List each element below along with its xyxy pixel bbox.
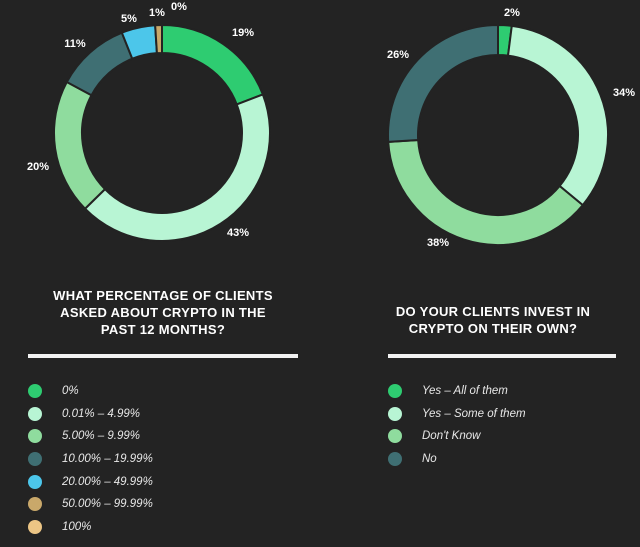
chart2-slice	[387, 23, 499, 143]
chart1-legend-item: 20.00% – 49.99%	[28, 470, 153, 493]
chart1-slice	[83, 93, 271, 242]
legend-label: 0%	[62, 385, 79, 398]
chart1-slice	[154, 23, 163, 55]
legend-label: Don't Know	[422, 430, 481, 443]
chart2-value-label: 26%	[387, 49, 409, 61]
chart1-title-line: ASKED ABOUT CRYPTO IN THE	[60, 305, 266, 320]
chart2-value-label: 2%	[504, 7, 520, 19]
legend-swatch-icon	[28, 406, 42, 421]
legend-label: 0.01% – 4.99%	[62, 407, 141, 420]
legend-swatch-icon	[388, 384, 402, 399]
legend-swatch-icon	[388, 406, 402, 421]
chart1-value-label: 1%	[149, 7, 165, 19]
legend-swatch-icon	[28, 429, 42, 444]
chart1-divider	[28, 354, 298, 358]
chart2-value-label: 38%	[427, 237, 449, 249]
legend-swatch-icon	[28, 384, 42, 399]
chart2-title: DO YOUR CLIENTS INVEST IN CRYPTO ON THEI…	[368, 303, 618, 337]
legend-label: No	[422, 453, 437, 466]
chart1-value-label: 11%	[64, 38, 86, 50]
chart2-legend-item: No	[388, 448, 526, 471]
chart2-legend: Yes – All of them Yes – Some of them Don't…	[388, 380, 526, 470]
legend-label: Yes – Some of them	[422, 407, 526, 420]
legend-label: 100%	[62, 520, 92, 533]
chart1-value-label: 43%	[227, 227, 249, 239]
legend-swatch-icon	[28, 519, 42, 534]
chart1-title-line: WHAT PERCENTAGE OF CLIENTS	[53, 288, 273, 303]
chart1-legend: 0% 0.01% – 4.99% 5.00% – 9.99% 10.00% – 19.…	[28, 380, 153, 538]
chart1-legend-item: 10.00% – 19.99%	[28, 448, 153, 471]
chart1-value-label: 20%	[27, 161, 49, 173]
legend-swatch-icon	[388, 452, 402, 467]
legend-label: Yes – All of them	[422, 385, 508, 398]
chart1-title: WHAT PERCENTAGE OF CLIENTS ASKED ABOUT C…	[28, 287, 298, 338]
chart2-value-label: 34%	[613, 87, 635, 99]
chart1-legend-item: 50.00% – 99.99%	[28, 493, 153, 516]
chart1-legend-item: 100%	[28, 516, 153, 539]
chart1-value-label: 19%	[232, 27, 254, 39]
legend-label: 20.00% – 49.99%	[62, 475, 153, 488]
chart1-legend-item: 0%	[28, 380, 153, 403]
legend-swatch-icon	[28, 497, 42, 512]
chart1-value-label: 5%	[121, 13, 137, 25]
chart2-divider	[388, 354, 616, 358]
legend-label: 10.00% – 19.99%	[62, 453, 153, 466]
chart1-value-label: 0%	[171, 1, 187, 13]
chart2-legend-item: Yes – Some of them	[388, 403, 526, 426]
chart2-slice	[387, 138, 585, 246]
chart2-title-line: CRYPTO ON THEIR OWN?	[408, 321, 578, 336]
chart2-legend-item: Yes – All of them	[388, 380, 526, 403]
chart1-legend-item: 5.00% – 9.99%	[28, 425, 153, 448]
chart2-legend-item: Don't Know	[388, 425, 526, 448]
chart2-title-line: DO YOUR CLIENTS INVEST IN	[395, 304, 591, 319]
chart1-slice	[53, 80, 107, 211]
legend-swatch-icon	[28, 474, 42, 489]
legend-label: 50.00% – 99.99%	[62, 498, 153, 511]
legend-swatch-icon	[388, 429, 402, 444]
chart1-legend-item: 0.01% – 4.99%	[28, 403, 153, 426]
legend-label: 5.00% – 9.99%	[62, 430, 141, 443]
chart1-title-line: PAST 12 MONTHS?	[100, 322, 226, 337]
chart2-slice	[506, 24, 609, 207]
legend-swatch-icon	[28, 452, 42, 467]
